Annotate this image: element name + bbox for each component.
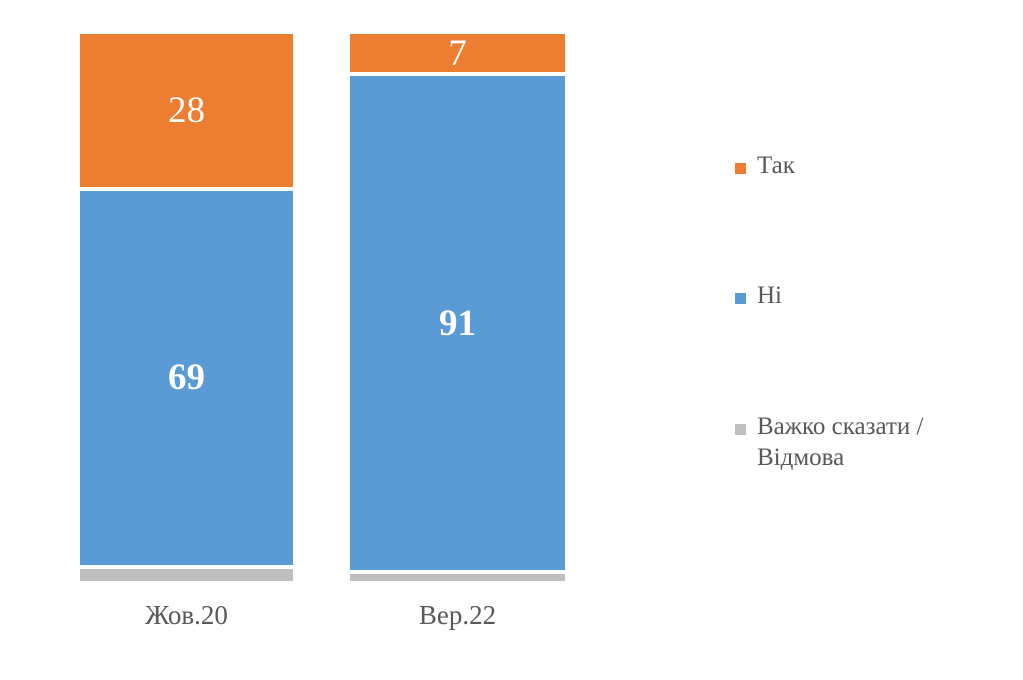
data-label: 69 <box>168 357 205 399</box>
legend-marker-ni-icon <box>735 293 746 304</box>
legend-item-vazhko: Важко сказати / Відмова <box>735 412 987 473</box>
legend-item-ni: Ні <box>735 281 782 312</box>
x-axis-label-zhov20: Жов.20 <box>145 600 228 630</box>
data-label: 91 <box>439 302 476 344</box>
legend-marker-vazhko-icon <box>735 424 746 435</box>
plot-area: 28 69 7 91 <box>0 34 1023 581</box>
x-axis-label-ver22: Вер.22 <box>418 600 497 630</box>
segment-Ні-Вер.22: 91 <box>350 72 565 571</box>
legend-marker-tak-icon <box>735 163 746 174</box>
segment-Так-Вер.22: 7 <box>350 34 565 73</box>
bar-column-zhov20: 28 69 <box>80 34 293 581</box>
legend-item-tak: Так <box>735 151 795 182</box>
segment-Ні-Жов.20: 69 <box>80 187 293 565</box>
segment-Важко сказати / Відмова-Вер.22 <box>350 570 565 581</box>
legend-label-tak: Так <box>757 152 795 179</box>
legend-label-ni: Ні <box>757 282 782 309</box>
legend-label-vazhko: Важко сказати / Відмова <box>757 413 924 471</box>
bar-column-ver22: 7 91 <box>350 34 565 581</box>
data-label: 28 <box>168 90 205 132</box>
data-label: 7 <box>448 34 467 73</box>
segment-Важко сказати / Відмова-Жов.20 <box>80 564 293 581</box>
segment-Так-Жов.20: 28 <box>80 34 293 188</box>
